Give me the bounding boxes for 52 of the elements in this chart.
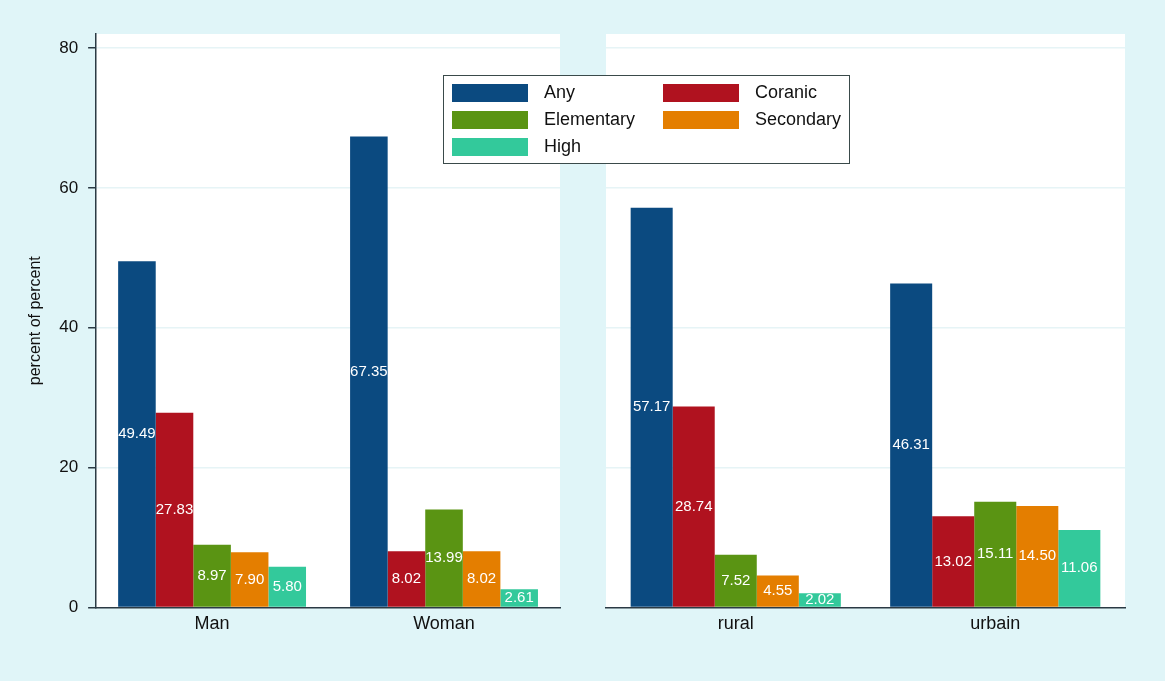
- data-label: 49.49: [118, 424, 156, 442]
- y-tick-label: 0: [68, 597, 79, 617]
- data-label: 28.74: [674, 496, 713, 514]
- bar: [230, 552, 269, 607]
- bar: [462, 551, 501, 607]
- bar: [890, 283, 933, 607]
- bar: [350, 136, 388, 607]
- y-tick-label: 80: [59, 37, 79, 57]
- data-label: 15.11: [977, 544, 1014, 562]
- bar: [672, 406, 715, 607]
- data-label: 13.99: [425, 548, 463, 566]
- bar: [193, 544, 231, 607]
- legend-label: Any: [544, 82, 576, 103]
- bar: [118, 261, 156, 607]
- legend-label: Coranic: [755, 82, 818, 103]
- data-label: 67.35: [350, 361, 388, 379]
- data-label: 5.80: [272, 576, 302, 594]
- bar: [932, 516, 975, 607]
- legend-label: Elementary: [544, 109, 636, 130]
- data-label: 11.06: [1061, 558, 1098, 576]
- x-tick-label: Man: [194, 613, 230, 634]
- bar: [268, 566, 307, 607]
- data-label: 7.90: [235, 569, 265, 587]
- data-label: 8.97: [197, 565, 227, 583]
- data-label: 7.52: [721, 570, 751, 588]
- data-label: 2.02: [805, 590, 835, 608]
- data-label: 46.31: [892, 435, 930, 453]
- bar: [155, 412, 194, 607]
- bar: [387, 551, 426, 607]
- data-label: 2.61: [504, 588, 534, 606]
- x-tick-label: Woman: [413, 613, 475, 634]
- data-label: 13.02: [934, 551, 972, 569]
- data-label: 4.55: [763, 581, 793, 599]
- y-tick-label: 40: [59, 317, 79, 337]
- x-tick-label: urbain: [970, 613, 1021, 634]
- legend-label: Secondary: [755, 109, 842, 130]
- y-tick-label: 20: [59, 457, 79, 477]
- data-label: 8.02: [391, 569, 422, 587]
- x-tick-label: rural: [717, 613, 754, 634]
- bar: [1058, 530, 1101, 607]
- data-label: 57.17: [632, 397, 671, 415]
- data-label: 8.02: [467, 569, 497, 587]
- bar: [630, 207, 673, 607]
- bar: [1016, 506, 1059, 607]
- y-axis-title: percent of percent: [26, 255, 44, 386]
- legend-label: High: [544, 136, 582, 157]
- bar: [425, 509, 463, 607]
- data-label: 14.50: [1018, 546, 1057, 564]
- bar: [974, 501, 1017, 607]
- data-label: 27.83: [155, 499, 194, 517]
- bar: [714, 554, 757, 607]
- y-tick-label: 60: [59, 177, 79, 197]
